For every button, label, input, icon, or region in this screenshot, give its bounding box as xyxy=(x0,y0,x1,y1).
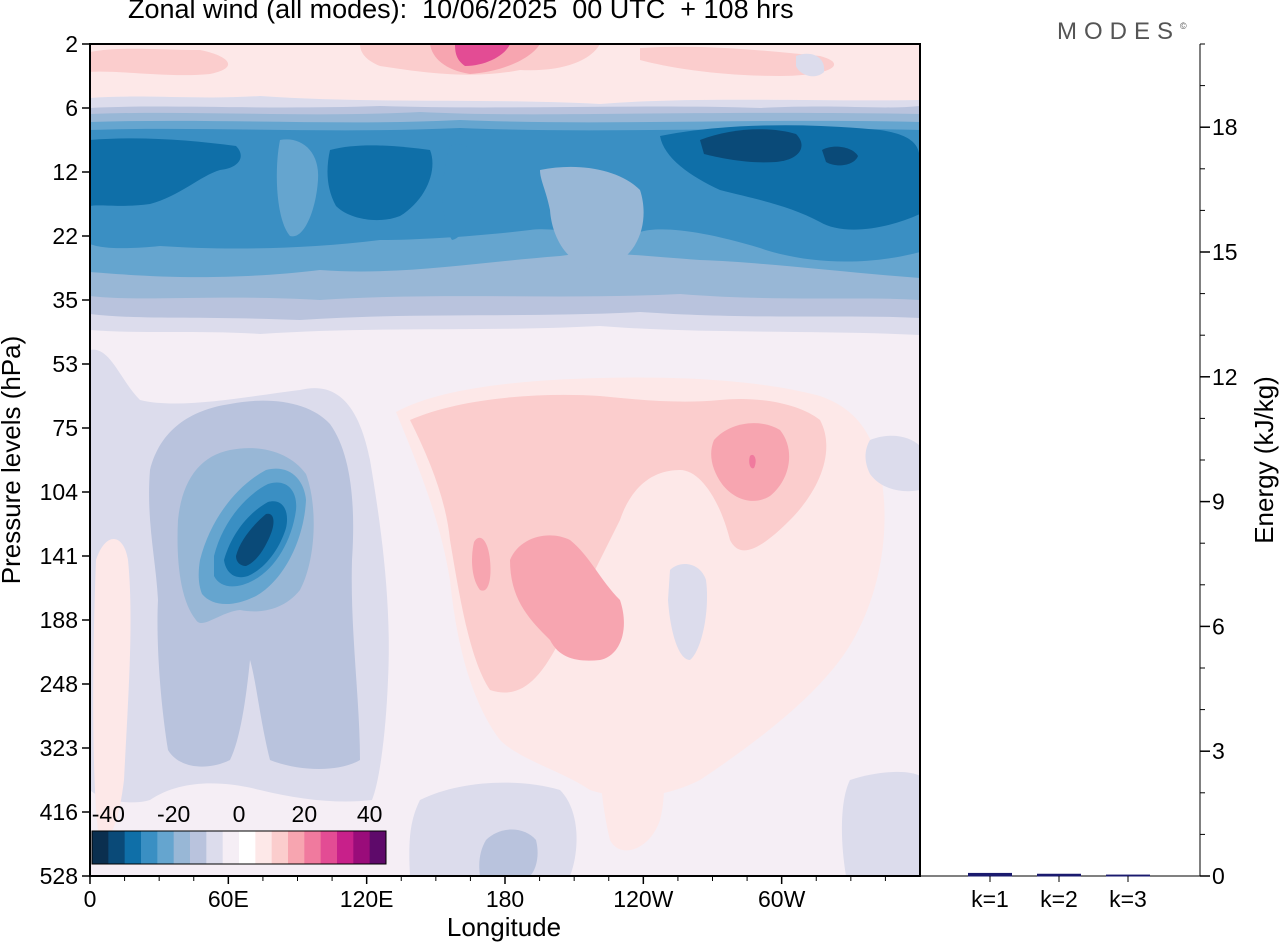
y-tick-label: 53 xyxy=(52,351,78,377)
westerly-top-left xyxy=(90,48,229,76)
y-tick-label: 104 xyxy=(40,479,79,505)
y-axis-right: 0 3 6 9 12 15 18 xyxy=(1200,43,1238,889)
easterly-small-top xyxy=(796,53,825,77)
y-tick-label: 528 xyxy=(40,863,78,889)
energy-bar xyxy=(968,872,1012,877)
westerly-tropo-4 xyxy=(472,537,491,591)
chart-title: Zonal wind (all modes): 10/06/2025 00 UT… xyxy=(128,0,794,24)
heatmap-panel xyxy=(90,44,920,876)
energy-bar-label: k=3 xyxy=(1109,886,1147,912)
easterly-max-1 xyxy=(700,129,802,163)
colorbar-swatch xyxy=(353,831,371,864)
easterly-right-mid xyxy=(865,435,920,492)
colorbar-frame xyxy=(91,830,387,865)
x-tick-label: 0 xyxy=(84,886,97,912)
x-tick-label: 180 xyxy=(486,886,524,912)
y-tick-label: 248 xyxy=(40,671,78,697)
easterly-tropo-max xyxy=(236,513,274,566)
y-tick-label: 323 xyxy=(40,735,78,761)
energy-tick-label: 18 xyxy=(1212,114,1238,140)
colorbar-swatch xyxy=(239,831,256,864)
energy-tick-label: 0 xyxy=(1212,863,1225,889)
westerly-top-right xyxy=(640,46,835,76)
energy-panel xyxy=(920,44,1201,877)
y-tick-label: 12 xyxy=(52,159,78,185)
colorbar-tick-label: -20 xyxy=(157,801,190,827)
energy-tick-label: 6 xyxy=(1212,613,1225,639)
x-axis-title: Longitude xyxy=(447,912,561,942)
easterly-core-1 xyxy=(90,138,241,206)
energy-bar-label: k=2 xyxy=(1040,886,1078,912)
heatmap-field xyxy=(90,44,920,876)
colorbar-swatch xyxy=(304,831,322,864)
colorbar-swatch xyxy=(92,831,109,864)
logo-copyright-mark: © xyxy=(1180,21,1187,31)
x-tick-label: 120W xyxy=(613,886,673,912)
y-tick-label: 416 xyxy=(40,799,78,825)
y-tick-label: 141 xyxy=(40,543,78,569)
easterly-gap-1 xyxy=(276,139,319,237)
colorbar-swatch xyxy=(320,831,338,864)
colorbar-swatch xyxy=(108,831,126,864)
energy-tick-label: 3 xyxy=(1212,738,1225,764)
colorbar-swatch xyxy=(124,831,142,864)
easterly-mid-right xyxy=(668,564,708,660)
energy-bar-label: k=1 xyxy=(971,886,1009,912)
colorbar-swatch xyxy=(288,831,305,864)
easterly-lower-core xyxy=(479,829,538,876)
colorbar-tick-label: 0 xyxy=(233,801,246,827)
colorbar-swatch xyxy=(337,831,354,864)
westerly-right-strip xyxy=(598,685,664,851)
colorbar-tick-label: -40 xyxy=(92,801,125,827)
x-axis: 0 60E 120E 180 120W 60W xyxy=(84,876,886,912)
easterly-right-lower xyxy=(841,771,920,876)
energy-tick-label: 9 xyxy=(1212,489,1225,515)
colorbar-swatch xyxy=(255,831,273,864)
colorbar-tick-label: 40 xyxy=(357,801,383,827)
easterly-lobe-1 xyxy=(442,144,479,240)
colorbar-tick-label: 20 xyxy=(292,801,318,827)
y-tick-label: 35 xyxy=(52,287,78,313)
y-tick-label: 188 xyxy=(40,607,78,633)
colorbar-swatch xyxy=(369,831,387,864)
energy-bar xyxy=(1037,873,1081,877)
westerly-tropo-2 xyxy=(510,535,624,661)
colorbar-swatch xyxy=(222,831,240,864)
energy-bars: k=1 k=2 k=3 xyxy=(968,872,1150,912)
y-axis-title: Pressure levels (hPa) xyxy=(0,336,26,585)
energy-bar xyxy=(1106,874,1150,877)
y-tick-label: 6 xyxy=(65,95,78,121)
energy-tick-label: 15 xyxy=(1212,239,1238,265)
colorbar-swatch xyxy=(173,831,191,864)
westerly-tropo-5 xyxy=(749,454,756,469)
logo-text: MODES xyxy=(1057,18,1181,45)
westerly-top-max xyxy=(455,44,510,66)
y-axis-left: 2 6 12 22 35 53 75 104 141 188 248 323 416 528 xyxy=(40,31,90,889)
colorbar-swatch xyxy=(206,831,224,864)
colorbar-swatch xyxy=(190,831,207,864)
y-tick-label: 2 xyxy=(65,31,78,57)
colorbar-swatch xyxy=(157,831,175,864)
energy-tick-label: 12 xyxy=(1212,364,1238,390)
colorbar: -40 -20 0 20 40 xyxy=(91,801,387,865)
modes-logo: MODES© xyxy=(1057,18,1187,46)
easterly-core-3 xyxy=(327,145,433,221)
colorbar-swatch xyxy=(141,831,158,864)
x-tick-label: 60E xyxy=(208,886,249,912)
energy-axis-title: Energy (kJ/kg) xyxy=(1249,376,1279,544)
easterly-gap-2 xyxy=(540,166,644,270)
easterly-max-2 xyxy=(822,146,858,166)
y-tick-label: 22 xyxy=(52,223,78,249)
colorbar-swatch xyxy=(271,831,289,864)
x-tick-label: 60W xyxy=(758,886,806,912)
x-tick-label: 120E xyxy=(340,886,394,912)
y-tick-label: 75 xyxy=(52,415,78,441)
westerly-left-strip xyxy=(93,538,131,838)
